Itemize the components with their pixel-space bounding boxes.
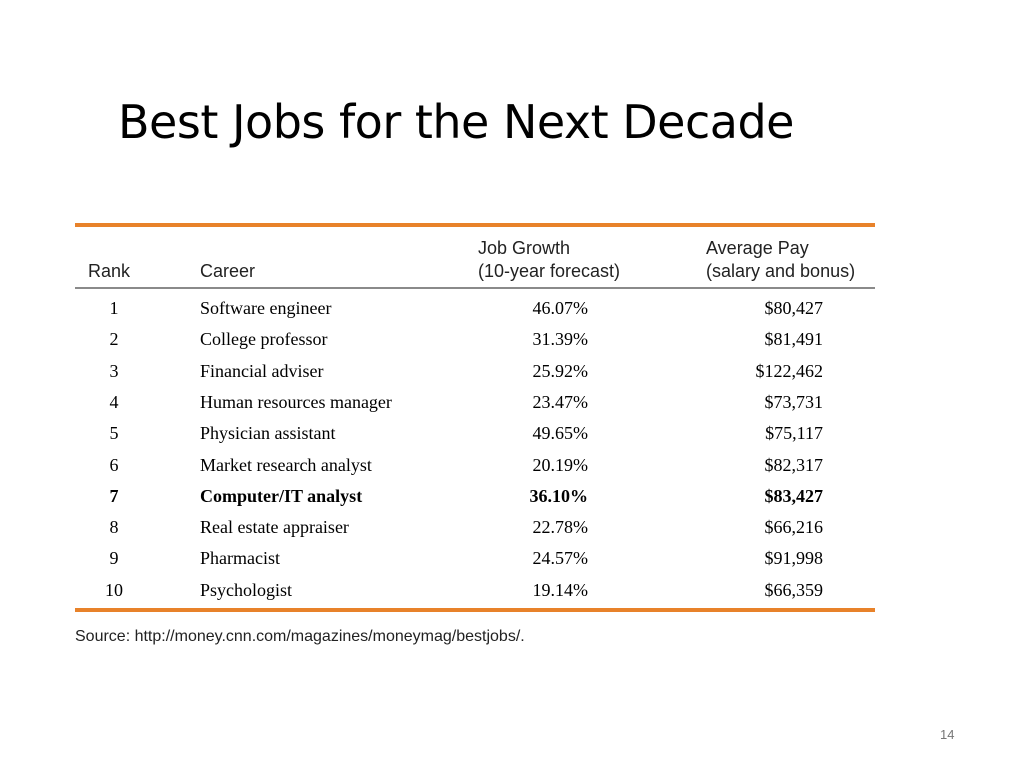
table-cell: $66,216 <box>764 517 824 538</box>
table-cell: 36.10% <box>529 485 589 506</box>
table-cell: 2 <box>109 329 119 350</box>
table-cell: Software engineer <box>200 298 332 318</box>
column-header: Average Pay <box>706 238 809 258</box>
table-cell: 49.65% <box>532 423 589 444</box>
table-cell: $66,359 <box>764 579 824 600</box>
table-cell: 20.19% <box>532 454 589 475</box>
table-cell: 7 <box>109 485 119 506</box>
column-header: Job Growth <box>478 238 571 258</box>
table-cell: $81,491 <box>764 329 824 350</box>
table-cell: 19.14% <box>532 579 589 600</box>
table-cell: 24.57% <box>532 548 589 569</box>
table-cell: $83,427 <box>764 485 824 506</box>
table-cell: Computer/IT analyst <box>200 485 363 506</box>
table-cell: $122,462 <box>755 360 824 381</box>
column-header: (salary and bonus) <box>706 261 856 281</box>
table-cell: $73,731 <box>764 391 824 412</box>
table-cell: 9 <box>109 548 119 569</box>
table-cell: $82,317 <box>764 454 824 475</box>
table-cell: 25.92% <box>532 360 589 381</box>
table-cell: Physician assistant <box>200 423 336 444</box>
table-cell: 10 <box>105 579 123 600</box>
table-bottom-rule <box>75 608 875 612</box>
table-cell: Financial adviser <box>200 360 324 381</box>
table-cell: 46.07% <box>532 298 589 318</box>
table-cell: 6 <box>109 454 119 475</box>
column-header: Rank <box>88 261 131 281</box>
table-cell: 31.39% <box>532 329 589 350</box>
table-cell: Human resources manager <box>200 391 392 412</box>
table-cell: 23.47% <box>532 391 589 412</box>
table-cell: $75,117 <box>765 423 823 444</box>
table-cell: Psychologist <box>200 579 293 600</box>
table-cell: 8 <box>109 517 119 538</box>
table-cell: 4 <box>109 391 119 412</box>
source-note: Source: http://money.cnn.com/magazines/m… <box>75 628 525 645</box>
table-cell: Real estate appraiser <box>200 517 349 538</box>
slide-title: Best Jobs for the Next Decade <box>118 95 794 149</box>
page-number: 14 <box>940 727 955 742</box>
table-cell: $80,427 <box>764 298 824 318</box>
table-cell: Pharmacist <box>200 548 280 569</box>
column-header: Career <box>200 261 256 281</box>
table-cell: $91,998 <box>764 548 824 569</box>
table-cell: Market research analyst <box>200 454 372 475</box>
table-cell: 3 <box>109 360 119 381</box>
table-top-rule <box>75 223 875 227</box>
table-cell: 5 <box>109 423 119 444</box>
column-header: (10-year forecast) <box>478 261 621 281</box>
table-cell: College professor <box>200 329 328 350</box>
table-cell: 22.78% <box>532 517 589 538</box>
header-rule <box>75 287 875 289</box>
table-cell: 1 <box>109 298 119 318</box>
